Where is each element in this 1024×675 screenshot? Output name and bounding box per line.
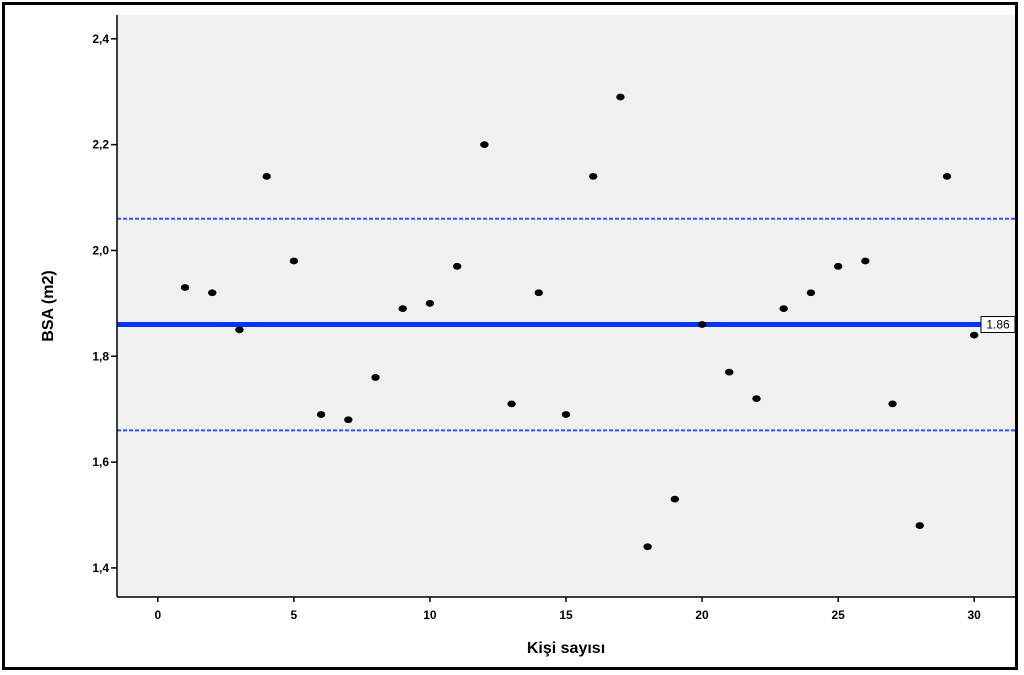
data-point	[861, 257, 870, 265]
data-point	[833, 262, 843, 270]
data-point	[534, 289, 543, 297]
data-point	[697, 321, 707, 328]
data-point	[398, 305, 407, 313]
y-tick-label: 2,2	[92, 138, 109, 152]
data-point	[752, 395, 761, 402]
reference-label-mean: 1.86	[980, 316, 1015, 334]
data-point	[779, 305, 788, 313]
y-axis-title: BSA (m2)	[40, 270, 57, 341]
plot-area	[117, 15, 1015, 597]
data-point	[289, 257, 299, 265]
data-point	[561, 411, 571, 418]
x-tick-label: 5	[291, 608, 298, 622]
y-tick-label: 2,0	[92, 243, 109, 257]
data-point	[670, 495, 680, 503]
data-point	[507, 400, 516, 408]
x-tick-label: 0	[154, 608, 161, 622]
data-point	[616, 93, 625, 101]
x-axis-title: Kişi sayısı	[527, 640, 605, 657]
data-point	[942, 172, 952, 180]
y-tick-label: 1,6	[92, 455, 109, 469]
svg-text:1.86: 1.86	[986, 318, 1010, 332]
y-tick-label: 1,4	[92, 561, 109, 575]
data-point	[725, 368, 734, 376]
x-tick-label: 20	[695, 608, 709, 622]
data-point	[915, 522, 924, 529]
y-tick-label: 2,4	[92, 32, 109, 46]
x-tick-label: 25	[831, 608, 845, 622]
data-point	[344, 416, 353, 424]
data-point	[180, 284, 190, 291]
x-tick-label: 10	[423, 608, 437, 622]
data-point	[316, 411, 326, 418]
data-point	[425, 299, 435, 307]
data-point	[480, 141, 489, 149]
data-point	[806, 289, 816, 297]
scatter-chart: 1.86 0 5 10 15 20 25 30 1,4 1,6 1,8 2,0 2,2 2,4 Kişi…	[40, 15, 1015, 657]
data-point	[888, 400, 897, 408]
data-point	[208, 289, 217, 297]
data-point	[452, 262, 462, 270]
data-point	[589, 172, 598, 180]
data-point	[969, 331, 979, 339]
data-point	[262, 172, 271, 180]
data-point	[643, 543, 652, 551]
x-tick-label: 15	[559, 608, 573, 622]
data-point	[235, 326, 244, 334]
data-point	[371, 374, 380, 381]
x-tick-label: 30	[968, 608, 982, 622]
y-tick-label: 1,8	[92, 349, 109, 363]
